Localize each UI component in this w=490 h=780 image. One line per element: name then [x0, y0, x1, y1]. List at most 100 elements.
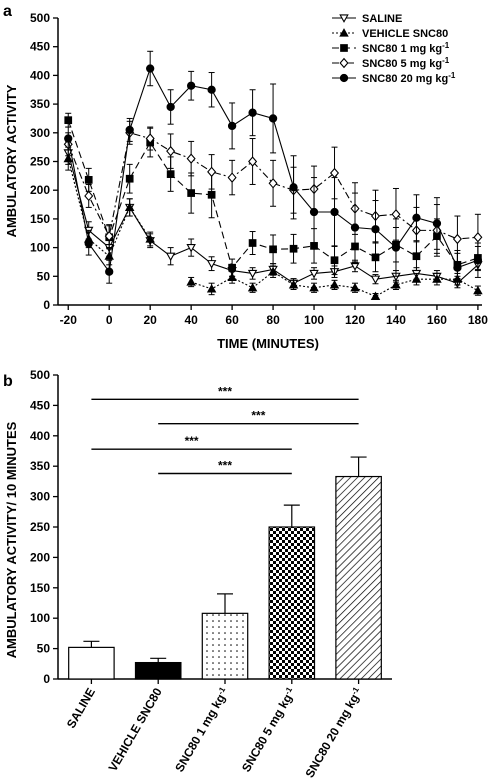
- data-point: [268, 266, 278, 276]
- data-point: [125, 125, 134, 135]
- data-point: [105, 267, 114, 276]
- y-tick-label: 0: [43, 298, 50, 312]
- data-point: [207, 166, 217, 178]
- y-tick-label: 300: [30, 126, 50, 140]
- significance-label: ***: [218, 384, 232, 398]
- data-point: [473, 232, 483, 243]
- legend-label: VEHICLE SNC80: [362, 28, 448, 40]
- y-tick-label: 500: [30, 368, 50, 382]
- data-point: [473, 285, 483, 295]
- y-tick-label: 100: [30, 241, 50, 255]
- data-point: [453, 263, 462, 272]
- category-label: VEHICLE SNC80: [106, 685, 165, 774]
- data-point: [186, 244, 196, 253]
- data-point: [84, 239, 93, 248]
- data-point: [207, 85, 216, 94]
- significance-label: ***: [251, 409, 265, 423]
- data-point: [329, 167, 340, 179]
- data-point: [187, 189, 195, 197]
- data-point: [186, 153, 196, 164]
- y-tick-label: 250: [30, 520, 50, 534]
- data-point: [166, 102, 175, 112]
- bar: [201, 612, 249, 680]
- y-tick-label: 150: [30, 581, 50, 595]
- data-point: [104, 230, 114, 242]
- y-tick-label: 50: [37, 269, 51, 283]
- y-tick-label: 350: [30, 97, 50, 111]
- data-point: [124, 202, 135, 212]
- data-point: [227, 272, 237, 282]
- data-point: [228, 263, 236, 272]
- data-point: [329, 279, 340, 289]
- data-point: [269, 245, 277, 254]
- data-point: [309, 269, 319, 279]
- data-point: [330, 207, 339, 217]
- legend-label: SNC80 20 mg kg-1: [362, 71, 456, 85]
- data-point: [288, 279, 299, 289]
- legend-label: SALINE: [362, 13, 402, 25]
- data-point: [370, 291, 381, 300]
- data-point: [206, 283, 217, 293]
- data-point: [165, 252, 176, 262]
- data-point: [309, 207, 319, 217]
- category-label: SNC80 1 mg kg-1: [172, 685, 232, 774]
- legend-marker: [339, 57, 349, 69]
- panel-b-chart: 0 50 100 150 200 250 300 350 400 450 500 SALINE VEHI…: [30, 368, 392, 780]
- y-tick-label: 450: [30, 398, 50, 412]
- data-point: [391, 243, 401, 252]
- x-tick-label: 0: [106, 313, 113, 327]
- series-1: [63, 146, 483, 300]
- category-label: SNC80 20 mg kg-1: [302, 685, 365, 780]
- y-tick-label: 300: [30, 490, 50, 504]
- data-point: [432, 274, 442, 283]
- y-tick-label: 200: [30, 183, 50, 197]
- legend-marker: [339, 14, 349, 23]
- data-point: [248, 239, 257, 247]
- bar: [134, 661, 182, 680]
- y-tick-label: 450: [30, 40, 50, 54]
- data-point: [432, 219, 442, 228]
- y-tick-label: 200: [30, 550, 50, 564]
- data-point: [207, 190, 216, 199]
- y-tick-label: 350: [30, 459, 50, 473]
- data-point: [248, 156, 258, 167]
- data-point: [289, 183, 298, 192]
- y-tick-label: 400: [30, 68, 50, 82]
- data-point: [166, 145, 176, 157]
- data-point: [391, 279, 401, 289]
- series-line: [190, 271, 479, 298]
- data-point: [227, 172, 237, 183]
- panel-a-label: a: [3, 3, 12, 20]
- legend-label: SNC80 1 mg kg-1: [362, 41, 450, 55]
- data-point: [247, 269, 258, 279]
- bar: [68, 646, 115, 680]
- x-tick-label: 20: [143, 313, 157, 327]
- x-tick-label: 120: [345, 313, 365, 327]
- panel-b-y-axis-label: AMBULATORY ACTIVITY/ 10 MINUTES: [4, 421, 19, 658]
- category-label: SNC80 5 mg kg-1: [239, 685, 299, 774]
- legend-marker: [339, 73, 349, 83]
- data-point: [64, 116, 73, 125]
- data-point: [412, 252, 421, 261]
- bar: [268, 526, 316, 680]
- panel-a-x-axis-label: TIME (MINUTES): [217, 336, 319, 351]
- data-point: [146, 64, 155, 73]
- data-point: [391, 209, 401, 220]
- significance-label: ***: [185, 434, 199, 448]
- y-tick-label: 250: [30, 155, 50, 169]
- data-point: [330, 256, 339, 265]
- data-point: [186, 81, 196, 90]
- panel-a-chart: 0 50 100 150 200 250 300 350 400 450 500 -20 0 20 40 60…: [30, 11, 488, 327]
- y-tick-label: 100: [30, 611, 50, 625]
- data-point: [350, 282, 360, 292]
- category-label: SALINE: [64, 686, 98, 731]
- data-point: [371, 225, 380, 234]
- data-point: [166, 170, 175, 178]
- data-point: [247, 282, 258, 292]
- y-tick-label: 400: [30, 429, 50, 443]
- data-point: [473, 256, 483, 265]
- series-4: [64, 50, 483, 286]
- data-point: [268, 114, 278, 123]
- data-point: [412, 213, 421, 222]
